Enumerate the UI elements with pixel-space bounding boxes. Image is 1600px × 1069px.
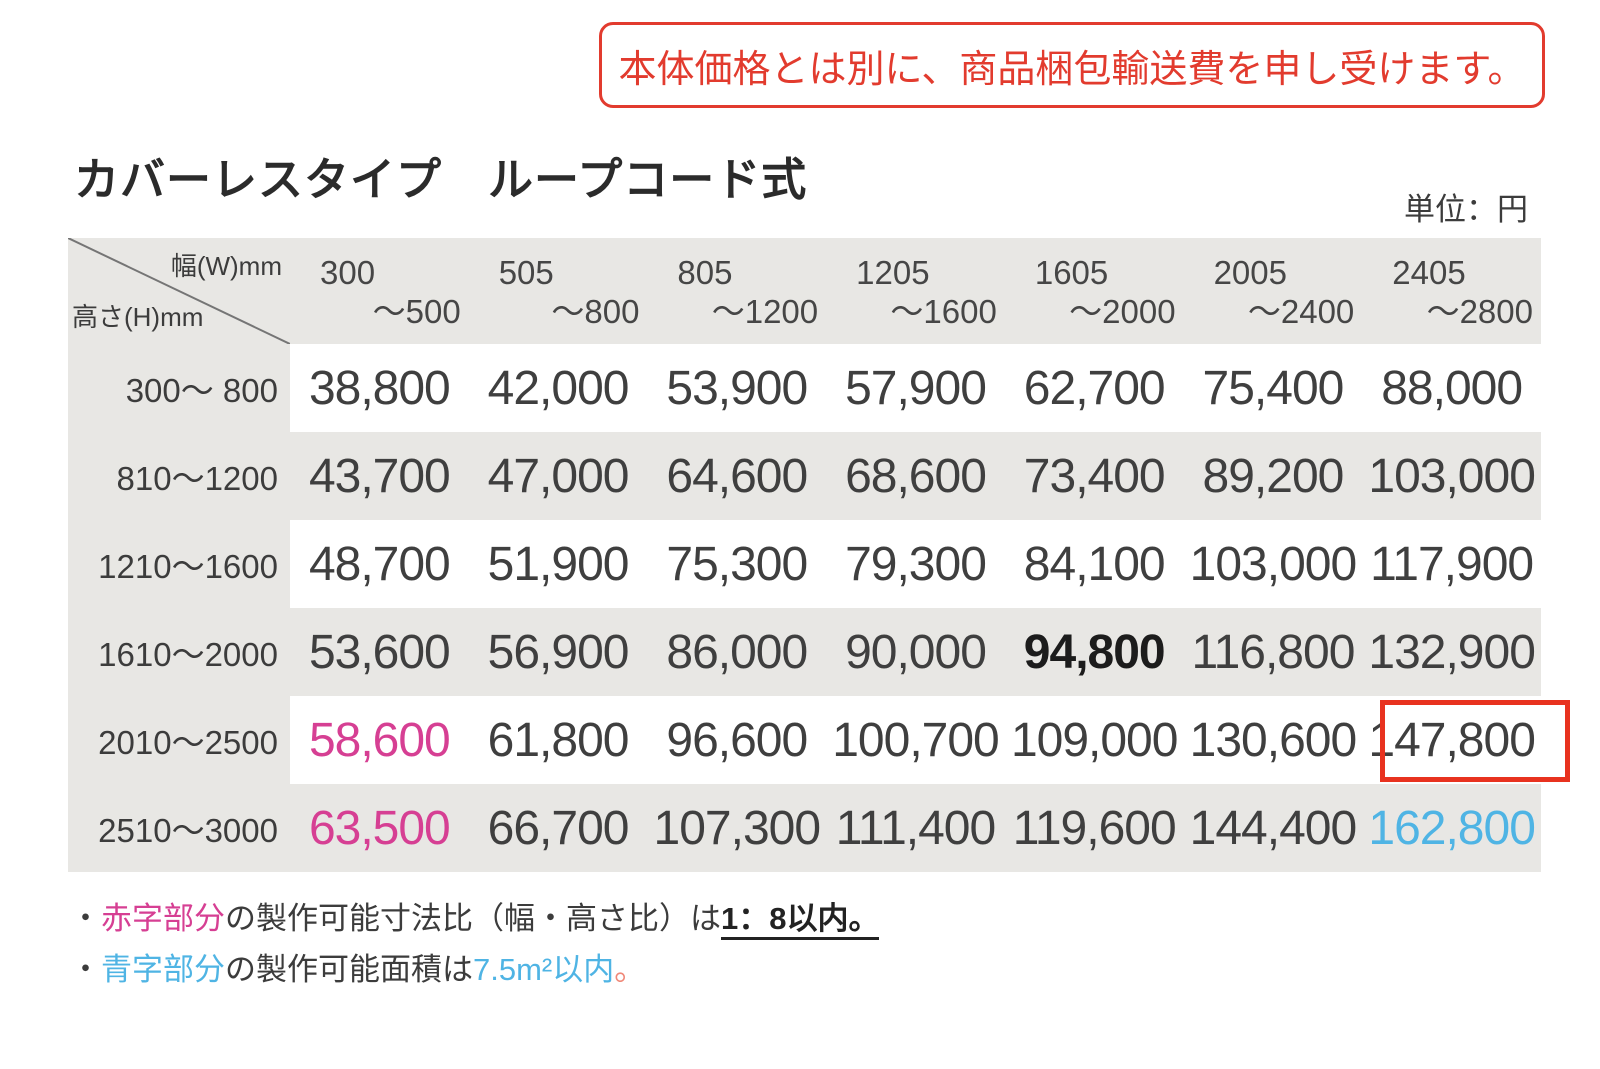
price-cell: 64,600: [647, 432, 827, 520]
col-header-min: 2405: [1392, 254, 1466, 291]
col-header-min: 1605: [1034, 254, 1109, 291]
price-cell: 48,700: [290, 520, 469, 608]
price-cell: 107,300: [647, 784, 827, 872]
footnote-red-ratio: ・赤字部分の製作可能寸法比（幅・高さ比）は1：8以内。: [70, 893, 880, 940]
unit-label: 単位：円: [1404, 192, 1528, 227]
price-cell: 47,000: [468, 432, 648, 520]
price-cell: 42,000: [468, 344, 648, 432]
page-title: カバーレスタイプ ループコード式: [74, 154, 808, 205]
price-cell: 162,800: [1362, 784, 1541, 872]
col-header: 300 ～500: [290, 238, 469, 344]
row-header: 1210～1600: [68, 520, 290, 608]
price-cell: 75,300: [647, 520, 827, 608]
col-header-min: 805: [677, 254, 733, 291]
price-cell: 144,400: [1183, 784, 1363, 872]
footnote-text-part: の製作可能面積は: [225, 952, 473, 987]
price-cell: 38,800: [290, 344, 469, 432]
diagonal-divider-line: [68, 238, 290, 344]
price-cell: 96,600: [647, 696, 827, 784]
row-header: 1610～2000: [68, 608, 290, 696]
col-header-min: 300: [320, 254, 376, 291]
footnote-text-part: 。: [614, 952, 646, 987]
price-cell: 103,000: [1183, 520, 1363, 608]
price-cell: 56,900: [468, 608, 648, 696]
corner-cell: 幅(W)mm 高さ(H)mm: [68, 238, 290, 344]
footnote-text-part: 1：8以内。: [721, 901, 880, 940]
price-cell: 68,600: [826, 432, 1005, 520]
width-axis-label: 幅(W)mm: [170, 251, 282, 281]
price-cell: 73,400: [1004, 432, 1184, 520]
price-cell: 62,700: [1004, 344, 1184, 432]
price-cell: 61,800: [468, 696, 648, 784]
col-header-max: ～1600: [890, 292, 997, 330]
footnote-text-part: 赤字部分: [101, 901, 225, 936]
row-header: 2510～3000: [68, 784, 290, 872]
footnote-text-part: 7.5m²以内: [473, 952, 615, 987]
price-cell: 51,900: [468, 520, 648, 608]
col-header-max: ～2000: [1069, 292, 1176, 330]
price-cell: 57,900: [826, 344, 1005, 432]
price-table: 幅(W)mm 高さ(H)mm 300 ～500 505 ～800 805 ～1200 120…: [68, 238, 1570, 872]
col-header: 1205 ～1600: [826, 238, 1005, 344]
col-header-max: ～500: [372, 292, 461, 330]
col-header-max: ～800: [551, 292, 640, 330]
price-cell: 63,500: [290, 784, 469, 872]
height-axis-label: 高さ(H)mm: [72, 302, 204, 332]
price-cell: 43,700: [290, 432, 469, 520]
price-cell: 116,800: [1183, 608, 1363, 696]
col-header: 2005 ～2400: [1184, 238, 1363, 344]
price-cell: 79,300: [826, 520, 1005, 608]
col-header: 805 ～1200: [647, 238, 826, 344]
price-cell: 119,600: [1004, 784, 1184, 872]
col-header-min: 505: [498, 254, 554, 291]
price-cell: 89,200: [1183, 432, 1363, 520]
price-cell: 130,600: [1183, 696, 1363, 784]
price-cell: 111,400: [826, 784, 1005, 872]
col-header: 505 ～800: [469, 238, 648, 344]
price-cell: 75,400: [1183, 344, 1363, 432]
price-cell: 88,000: [1362, 344, 1541, 432]
footnote-text-part: ・: [70, 952, 101, 987]
row-header: 2010～2500: [68, 696, 290, 784]
col-header-min: 2005: [1213, 254, 1287, 291]
row-header: 300～ 800: [68, 344, 290, 432]
col-header: 1605 ～2000: [1005, 238, 1184, 344]
footnote-text-part: の製作可能寸法比（幅・高さ比）は: [225, 901, 721, 936]
col-header-min: 1205: [856, 254, 930, 291]
price-cell: 86,000: [647, 608, 827, 696]
price-cell: 53,600: [290, 608, 469, 696]
price-cell: 66,700: [468, 784, 648, 872]
price-cell: 94,800: [1004, 608, 1184, 696]
price-cell: 117,900: [1362, 520, 1541, 608]
price-cell: 84,100: [1004, 520, 1184, 608]
price-cell: 132,900: [1362, 608, 1541, 696]
price-cell: 58,600: [290, 696, 469, 784]
footnote-text-part: ・: [70, 901, 101, 936]
price-cell: 90,000: [826, 608, 1005, 696]
price-cell: 53,900: [647, 344, 827, 432]
highlighted-price-cell: 147,800: [1362, 696, 1570, 784]
row-header: 810～1200: [68, 432, 290, 520]
price-cell: 109,000: [1004, 696, 1184, 784]
price-cell: 100,700: [826, 696, 1005, 784]
col-header-max: ～1200: [711, 292, 819, 330]
footnote-blue-area: ・青字部分の製作可能面積は7.5m²以内。: [70, 944, 645, 989]
col-header-max: ～2400: [1247, 292, 1355, 330]
shipping-notice-box: 本体価格とは別に、商品梱包輸送費を申し受けます。: [599, 22, 1545, 108]
footnote-text-part: 青字部分: [101, 952, 225, 987]
col-header: 2405 ～2800: [1362, 238, 1541, 344]
price-cell: 103,000: [1362, 432, 1541, 520]
col-header-max: ～2800: [1426, 292, 1533, 330]
shipping-notice-text: 本体価格とは別に、商品梱包輸送費を申し受けます。: [618, 48, 1526, 91]
